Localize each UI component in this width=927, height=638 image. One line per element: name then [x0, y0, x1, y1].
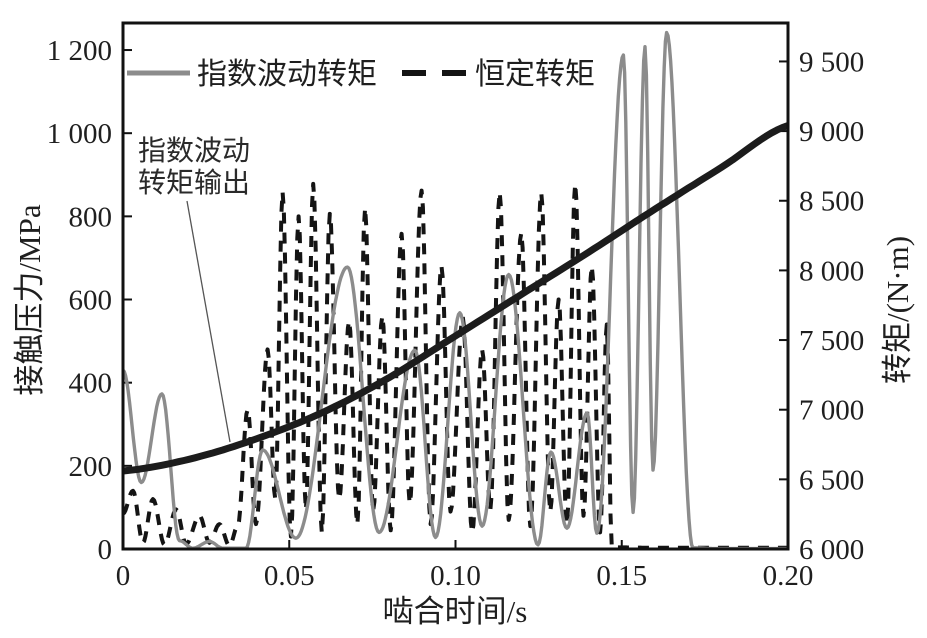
- legend-label-constant-torque: 恒定转矩: [475, 58, 595, 91]
- x-tick-label: 0: [116, 560, 131, 592]
- x-tick-label: 0.05: [264, 560, 315, 592]
- x-tick-label: 0.15: [596, 560, 647, 592]
- y-left-tick-label: 1 000: [47, 118, 112, 150]
- y-left-tick-label: 400: [69, 368, 113, 400]
- series-指数波动转矩输出: [122, 122, 790, 475]
- y-left-tick-label: 800: [69, 201, 113, 233]
- chart-plot-layer: 0 0.05 0.10 0.15 0.20 0 200 400 600 800 1 000 1 200…: [47, 30, 864, 592]
- y-left-tick-label: 600: [69, 285, 113, 317]
- y-left-tick-label: 200: [69, 451, 113, 483]
- y-right-tick-label: 8 000: [799, 255, 864, 287]
- annotation-leader-line: [186, 200, 231, 443]
- y-right-tick-label: 9 000: [799, 116, 864, 148]
- annotation-line-1: 指数波动: [138, 135, 250, 167]
- legend: 指数波动转矩 恒定转矩: [127, 58, 595, 91]
- y-right-tick-label: 8 500: [799, 186, 864, 218]
- plot-border: [121, 21, 790, 551]
- x-tick-label: 0.10: [430, 560, 481, 592]
- x-tick-label: 0.20: [763, 560, 814, 592]
- y-axis-title-left: 接触压力/MPa: [12, 204, 47, 395]
- legend-label-exponential-torque: 指数波动转矩: [197, 58, 377, 91]
- y-right-tick-label: 6 000: [799, 534, 864, 566]
- y-right-tick-label: 6 500: [799, 464, 864, 496]
- x-axis-title: 啮合时间/s: [383, 594, 528, 629]
- annotation-line-2: 转矩输出: [138, 167, 250, 199]
- y-left-tick-label: 0: [98, 534, 113, 566]
- y-right-tick-label: 7 500: [799, 325, 864, 357]
- y-axis-title-right: 转矩/(N·m): [880, 236, 915, 384]
- series-恒定转矩: [121, 181, 789, 550]
- y-left-tick-label: 1 200: [47, 35, 112, 67]
- y-right-tick-label: 9 500: [799, 46, 864, 78]
- y-right-tick-label: 7 000: [799, 395, 864, 427]
